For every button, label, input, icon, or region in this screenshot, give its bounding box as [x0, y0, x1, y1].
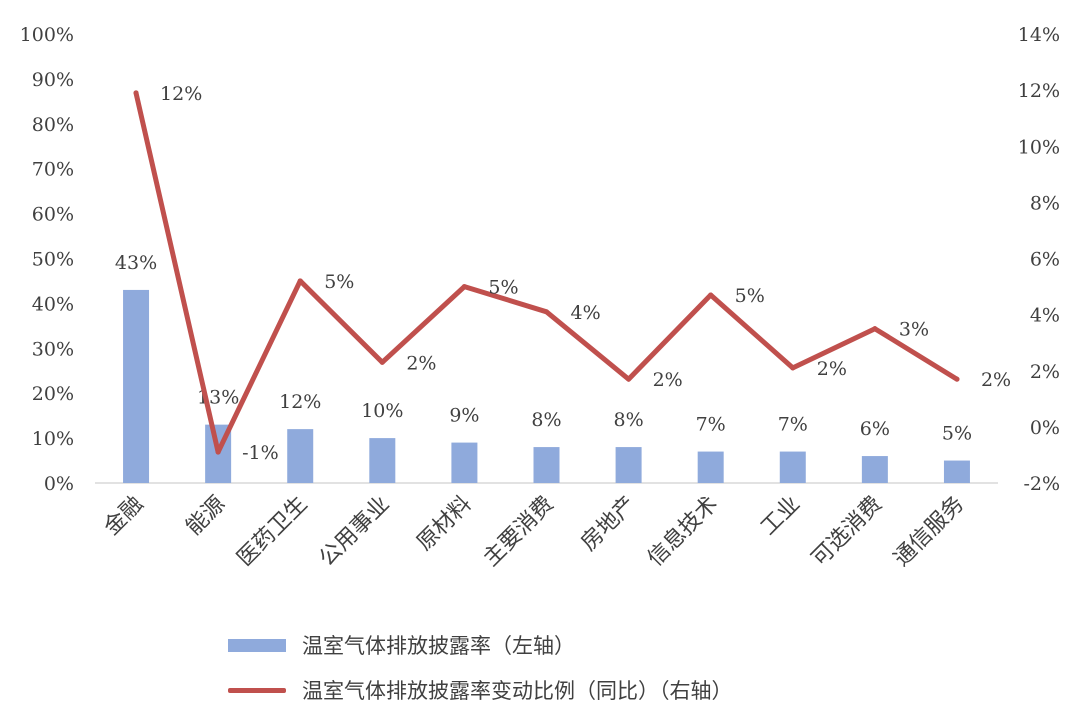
legend-item-bar: 温室气体排放披露率（左轴）: [228, 630, 575, 660]
right-axis-tick-label: 4%: [1030, 305, 1060, 327]
right-axis-tick-label: 12%: [1018, 80, 1060, 102]
line-point: [708, 292, 714, 298]
bar: [533, 447, 560, 483]
bar-data-labels: 43%13% 12% 10% 9% 8% 8% 7% 7% 6% 5%: [115, 252, 972, 445]
right-axis-tick-label: -2%: [1023, 473, 1060, 495]
category-label: 可选消费: [807, 492, 887, 572]
line-point: [215, 449, 221, 455]
line-point: [872, 326, 878, 332]
bar: [779, 451, 806, 483]
line-point: [461, 284, 467, 290]
category-label: 金融: [99, 492, 148, 541]
line-data-label: 4%: [571, 302, 601, 324]
category-label: 原材料: [412, 492, 476, 556]
line-data-label: 5%: [735, 285, 765, 307]
line-data-label: 2%: [653, 369, 683, 391]
legend-bar-swatch: [228, 638, 286, 652]
line-point: [297, 278, 303, 284]
bar-data-label: 9%: [449, 405, 479, 427]
bar-data-label: 7%: [778, 414, 808, 436]
category-label: 通信服务: [889, 492, 969, 572]
line-point: [133, 90, 139, 96]
category-label: 房地产: [576, 492, 640, 556]
right-axis-tick-label: 10%: [1018, 136, 1060, 158]
category-label: 主要消费: [479, 492, 559, 572]
left-axis-tick-label: 10%: [32, 428, 74, 450]
left-axis-tick-label: 60%: [32, 204, 74, 226]
line-data-labels: 12% -1% 5% 2% 5% 4% 2% 5% 2% 3% 2%: [160, 83, 1011, 464]
bar-data-label: 6%: [860, 418, 890, 440]
category-label: 工业: [756, 492, 805, 541]
line-point: [544, 309, 549, 315]
right-axis-tick-label: 0%: [1030, 417, 1060, 439]
category-label: 信息技术: [643, 492, 723, 572]
bar-data-label: 8%: [531, 409, 561, 431]
line-path: [133, 90, 960, 455]
bar: [123, 289, 150, 483]
bar-data-label: 12%: [279, 391, 321, 413]
category-label: 医药卫生: [233, 492, 313, 572]
line-data-label: 5%: [324, 271, 354, 293]
bar: [615, 447, 642, 483]
category-label: 公用事业: [315, 492, 395, 572]
left-axis-tick-label: 30%: [32, 338, 74, 360]
bar-data-label: 7%: [696, 414, 726, 436]
line-data-label: 3%: [899, 319, 929, 341]
left-axis-tick-label: 90%: [32, 69, 74, 91]
right-axis-tick-label: 2%: [1030, 361, 1060, 383]
category-label: 能源: [182, 492, 231, 541]
bar: [861, 456, 888, 483]
right-axis-tick-label: 6%: [1030, 249, 1060, 271]
line-point: [954, 376, 960, 382]
bar: [451, 442, 478, 483]
bar-data-label: 5%: [942, 423, 972, 445]
right-axis-tick-label: 14%: [1018, 24, 1060, 46]
line-data-label: 2%: [817, 358, 847, 380]
bar: [697, 451, 724, 483]
right-axis-tick-label: 8%: [1030, 192, 1060, 214]
bar-data-label: 10%: [361, 400, 403, 422]
right-axis: -2% 0% 2% 4% 6% 8% 10% 12% 14%: [1018, 24, 1060, 495]
left-axis-tick-label: 100%: [20, 24, 74, 46]
line-data-label: 12%: [160, 83, 202, 105]
line-point: [626, 376, 632, 382]
legend-item-line: 温室气体排放披露率变动比例（同比）（右轴）: [228, 675, 733, 705]
line-data-label: 5%: [488, 277, 518, 299]
bar-data-label: 8%: [614, 409, 644, 431]
bar: [369, 438, 396, 483]
line-data-label: 2%: [981, 369, 1011, 391]
left-axis-tick-label: 40%: [32, 293, 74, 315]
legend-line-label: 温室气体排放披露率变动比例（同比）（右轴）: [302, 679, 733, 703]
left-axis-tick-label: 0%: [44, 473, 74, 495]
left-axis-tick-label: 50%: [32, 249, 74, 271]
bar: [943, 460, 970, 483]
bar-data-label: 43%: [115, 252, 157, 274]
bar-series: [123, 289, 970, 483]
line-series: [133, 90, 960, 455]
left-axis-tick-label: 70%: [32, 159, 74, 181]
line-point: [379, 359, 385, 365]
left-axis-tick-label: 20%: [32, 383, 74, 405]
legend-bar-label: 温室气体排放披露率（左轴）: [302, 634, 575, 658]
line-data-label: 2%: [406, 352, 436, 374]
legend-line-swatch: [228, 687, 286, 693]
left-axis-tick-label: 80%: [32, 114, 74, 136]
bar: [287, 429, 314, 483]
left-axis: 0% 10% 20% 30% 40% 50% 60% 70% 80% 90% 100%: [20, 24, 74, 495]
line-data-label: -1%: [242, 442, 279, 464]
category-labels: 金融 能源 医药卫生 公用事业 原材料 主要消费 房地产 信息技术 工业 可选消费 通信服务: [99, 492, 969, 572]
line-point: [790, 365, 796, 371]
